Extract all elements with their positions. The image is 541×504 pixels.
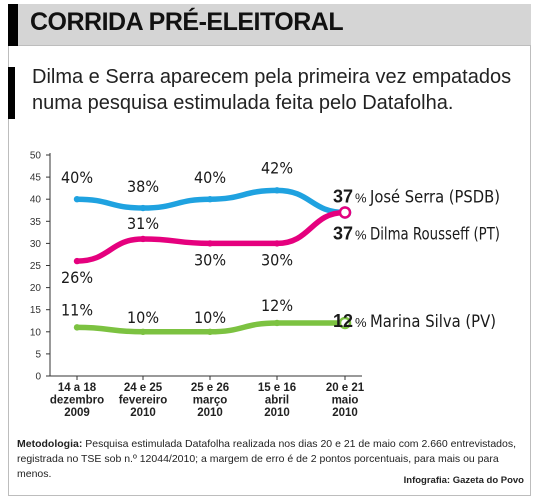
y-tick-label: 35: [30, 217, 42, 228]
x-tick-label: 14 a 18 dezembro 2009: [50, 382, 104, 419]
y-tick-label: 25: [30, 261, 42, 272]
data-label: 38%: [127, 177, 159, 196]
x-tick-label-line: 20 e 21: [326, 382, 365, 394]
series-name-label: Dilma Rousseff (PT): [370, 224, 500, 244]
x-tick-label-line: 25 e 26: [191, 382, 229, 394]
data-label: 40%: [61, 168, 93, 187]
x-tick-label: 20 e 21 maio 2010: [326, 382, 365, 419]
x-tick-label-line: fevereiro: [119, 395, 168, 407]
data-label: 40%: [194, 168, 226, 187]
x-tick-label: 15 e 16 abril 2010: [258, 382, 296, 419]
data-label: 30%: [194, 250, 226, 269]
x-tick-label-line: dezembro: [50, 395, 104, 407]
data-point: [338, 206, 352, 219]
y-tick-label: 10: [30, 327, 42, 338]
y-tick-label: 45: [30, 173, 42, 184]
data-label: 10%: [194, 308, 226, 327]
methodology-text: Pesquisa estimulada Datafolha realizada …: [17, 438, 517, 480]
x-tick-label-line: 2010: [130, 407, 156, 419]
data-point: [206, 240, 214, 247]
x-tick-label-line: 2010: [332, 407, 358, 419]
methodology-label: Metodologia:: [17, 438, 83, 450]
data-point: [206, 328, 214, 335]
x-tick-label-line: 2010: [264, 407, 290, 419]
data-point: [273, 240, 281, 247]
data-point: [139, 204, 147, 212]
data-label: 31%: [127, 214, 159, 233]
data-point: [273, 187, 281, 194]
data-label: 11%: [61, 300, 93, 319]
x-tick-label-line: maio: [332, 395, 359, 407]
x-tick-label-line: 2010: [197, 407, 223, 419]
data-point: [338, 316, 352, 330]
infographic-credit: Infografia: Gazeta do Povo: [403, 475, 524, 486]
x-tick-label: 25 e 26 março 2010: [191, 382, 229, 419]
x-tick-label-line: 15 e 16: [258, 382, 296, 394]
x-tick-label-line: 14 a 18: [58, 382, 97, 394]
y-tick-label: 0: [35, 372, 41, 383]
methodology-note: Metodologia: Pesquisa estimulada Datafol…: [17, 437, 527, 482]
y-tick-label: 20: [30, 283, 42, 294]
header-accent-bar: [8, 4, 18, 46]
series-name-label: José Serra (PSDB): [369, 187, 500, 207]
x-tick-label-line: março: [193, 395, 228, 407]
data-label: 42%: [261, 158, 293, 177]
data-point: [139, 328, 147, 335]
end-value-percent: %: [355, 190, 367, 205]
end-value-percent: %: [355, 315, 367, 330]
data-label: 26%: [61, 268, 93, 287]
x-tick-label: 24 e 25 fevereiro 2010: [119, 382, 168, 419]
data-point: [73, 324, 81, 331]
x-tick-label-line: abril: [265, 395, 289, 407]
header-band: [8, 4, 531, 46]
data-label: 10%: [127, 308, 159, 327]
end-value-label: 37: [333, 223, 353, 243]
data-point: [139, 235, 147, 243]
data-point: [73, 196, 81, 203]
x-tick-label-line: 2009: [64, 407, 90, 419]
y-tick-label: 15: [30, 305, 42, 316]
data-point: [273, 319, 281, 327]
page-title: CORRIDA PRÉ-ELEITORAL: [30, 8, 344, 36]
data-point: [206, 196, 214, 203]
data-label: 30%: [261, 250, 293, 269]
end-value-percent: %: [355, 227, 367, 242]
x-tick-label-line: 24 e 25: [124, 382, 163, 394]
y-tick-label: 5: [35, 349, 41, 360]
y-tick-label: 50: [30, 151, 42, 162]
y-tick-label: 40: [30, 195, 42, 206]
data-label: 12%: [261, 296, 293, 315]
subtitle-accent-bar: [8, 67, 15, 119]
y-tick-label: 30: [30, 239, 42, 250]
end-value-label: 37: [333, 186, 353, 206]
end-value-label: 12: [333, 311, 353, 331]
series-name-label: Marina Silva (PV): [370, 312, 496, 332]
subtitle: Dilma e Serra aparecem pela primeira vez…: [32, 66, 512, 114]
data-point: [73, 257, 81, 265]
